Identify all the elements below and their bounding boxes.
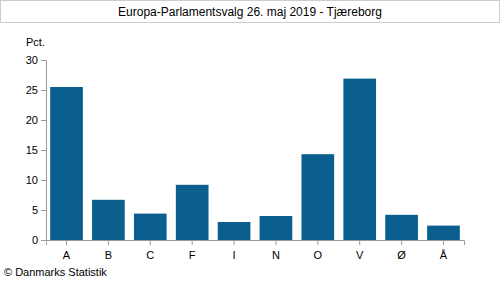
x-tick-label: O [314,249,323,261]
bar [301,154,334,240]
x-tick: Ø [397,240,406,261]
y-tick: 30 [26,54,46,66]
x-tick-label: N [272,249,280,261]
x-tick: F [189,240,196,261]
x-tick-mark [150,240,151,245]
x-tick: V [356,240,364,261]
x-tick-label: A [63,249,71,261]
x-axis-line [47,241,465,246]
y-tick-mark [41,60,46,61]
x-tick-mark [108,240,109,245]
y-tick-label: 15 [26,144,38,156]
bar [176,185,209,240]
x-tick-label: Å [440,249,448,261]
x-tick-mark [443,240,444,245]
x-tick: N [272,240,280,261]
y-tick-label: 30 [26,54,38,66]
y-tick-mark [41,120,46,121]
y-tick: 10 [26,174,46,186]
source: © Danmarks Statistik [4,266,107,278]
y-tick-label: 5 [32,204,38,216]
x-tick-mark [275,240,276,245]
x-tick-mark [192,240,193,245]
x-tick-label: B [105,249,112,261]
x-axis: ABCFINOVØÅ [47,240,465,261]
bar [218,222,251,240]
y-tick: 0 [32,234,46,246]
x-tick-label: V [356,249,364,261]
y-axis: 0 5 10 15 20 25 30 [26,54,47,246]
y-tick-mark [41,90,46,91]
plot: 0 5 10 15 20 25 30 A B C F I N O V Ø Å [26,54,465,261]
x-tick-mark [317,240,318,245]
y-tick-label: 25 [26,84,38,96]
title: Europa-Parlamentsvalg 26. maj 2019 - Tjæ… [118,5,382,19]
y-tick: 20 [26,114,46,126]
x-tick-label: Ø [397,249,406,261]
chart: Europa-Parlamentsvalg 26. maj 2019 - Tjæ… [0,0,500,282]
y-tick-mark [41,240,46,241]
x-tick-mark [359,240,360,245]
y-axis-line [41,61,47,241]
bars [50,79,460,240]
x-tick: B [105,240,112,261]
title-frame [1,1,500,23]
x-tick-mark [401,240,402,245]
bar [343,79,376,240]
x-tick-label: C [146,249,154,261]
x-tick: A [63,240,71,261]
x-tick-label: F [189,249,196,261]
bar [134,214,167,240]
x-tick-label: I [233,249,236,261]
x-tick: C [146,240,154,261]
bar [260,216,293,240]
bar [385,215,418,240]
y-tick-label: 10 [26,174,38,186]
x-tick: O [314,240,323,261]
x-tick-mark [66,240,67,245]
x-tick: I [233,240,236,261]
bar [92,200,125,240]
y-tick-label: 20 [26,114,38,126]
y-tick: 5 [32,204,46,216]
y-tick-mark [41,210,46,211]
x-tick: Å [440,240,448,261]
bar [50,87,83,240]
y-tick: 25 [26,84,46,96]
y-tick-mark [41,150,46,151]
y-tick: 15 [26,144,46,156]
y-tick-mark [41,180,46,181]
x-tick-mark [234,240,235,245]
y-tick-label: 0 [32,234,38,246]
y-label: Pct. [26,36,45,48]
bar [427,226,460,240]
